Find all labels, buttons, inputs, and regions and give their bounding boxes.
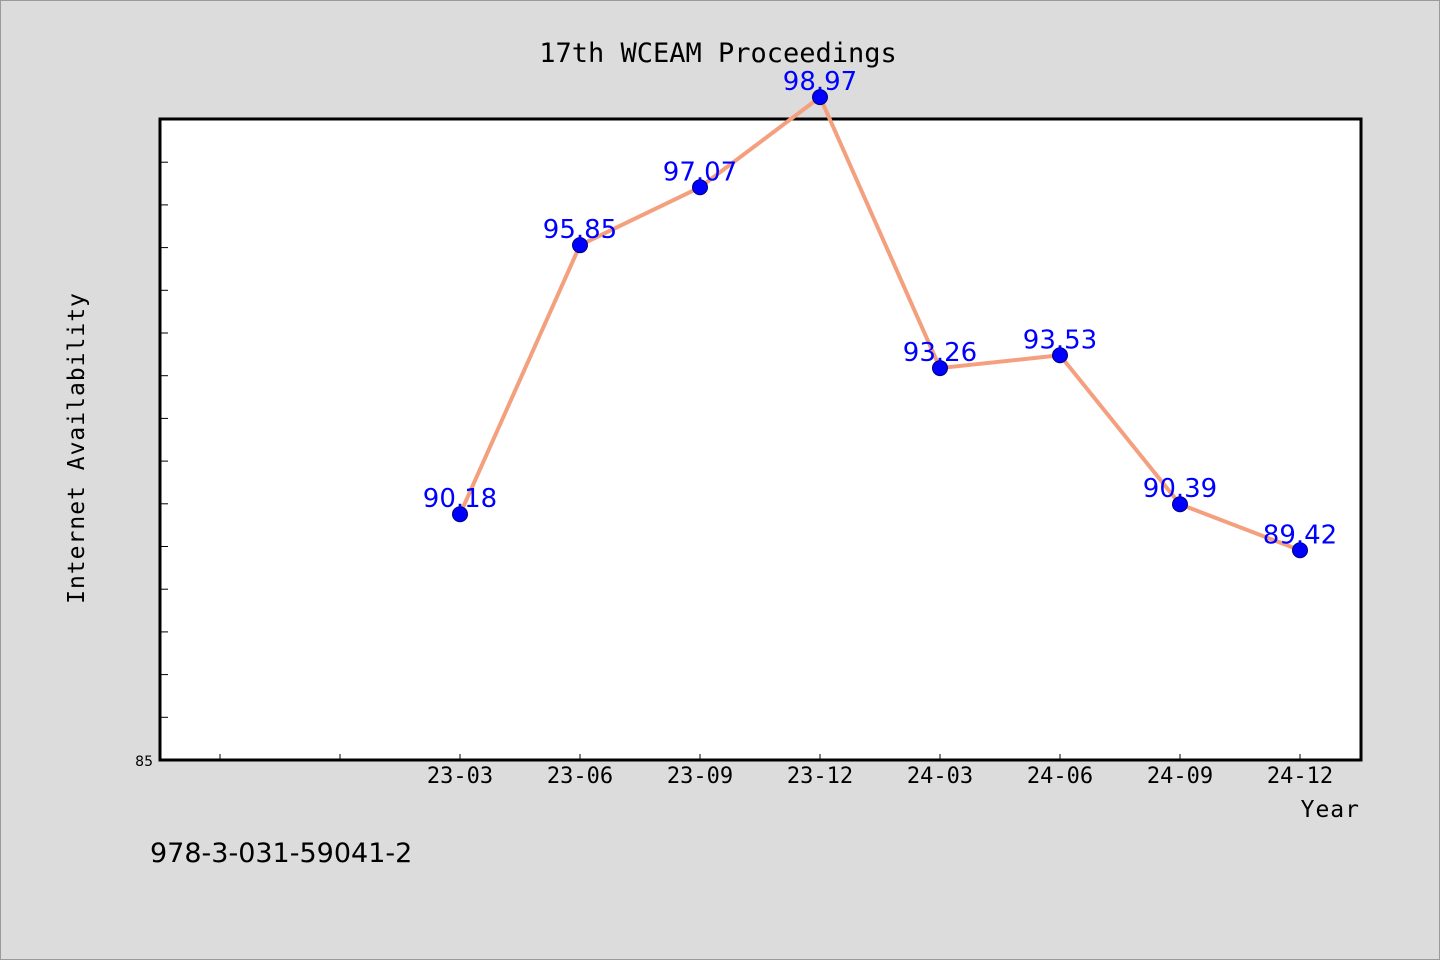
x-tick-label: 24-03: [907, 764, 973, 789]
data-label: 90.18: [423, 484, 497, 514]
x-axis-ticks: [219, 754, 1301, 760]
data-point: [1052, 347, 1068, 364]
x-axis-tick-labels: 23-03 23-06 23-09 23-12 24-03 24-06 24-09 24-12: [427, 764, 1333, 789]
data-point: [572, 237, 588, 254]
x-tick-label: 23-09: [667, 764, 733, 789]
y-axis-label: Internet Availability: [64, 292, 90, 604]
data-point: [932, 360, 948, 377]
y-tick-label-min: 85: [135, 754, 153, 770]
y-axis-ticks: [160, 161, 168, 718]
data-point: [452, 506, 468, 523]
x-tick-label: 23-06: [547, 764, 613, 789]
data-label: 93.53: [1023, 325, 1097, 355]
data-label: 93.26: [903, 338, 977, 368]
data-point: [1172, 496, 1188, 513]
data-label: 89.42: [1263, 520, 1337, 550]
chart-title: 17th WCEAM Proceedings: [539, 38, 897, 69]
data-point: [812, 89, 828, 106]
x-tick-label: 23-03: [427, 764, 493, 789]
plot-area: [158, 117, 1363, 762]
x-tick-label: 24-12: [1267, 764, 1333, 789]
series-group: 90.18 95.85 97.07 98.97 93.26 93.53 90.39 89.42: [423, 67, 1337, 559]
data-point: [1292, 542, 1308, 559]
isbn-text: 978-3-031-59041-2: [150, 838, 412, 869]
x-tick-label: 23-12: [787, 764, 853, 789]
x-tick-label: 24-09: [1147, 764, 1213, 789]
data-label: 97.07: [663, 157, 737, 187]
data-label: 95.85: [543, 215, 617, 245]
data-label: 98.97: [783, 67, 857, 97]
x-axis-label: Year: [1301, 797, 1360, 823]
data-point: [692, 179, 708, 196]
x-tick-label: 24-06: [1027, 764, 1093, 789]
series-line: [458, 95, 1302, 553]
data-label: 90.39: [1143, 474, 1217, 504]
